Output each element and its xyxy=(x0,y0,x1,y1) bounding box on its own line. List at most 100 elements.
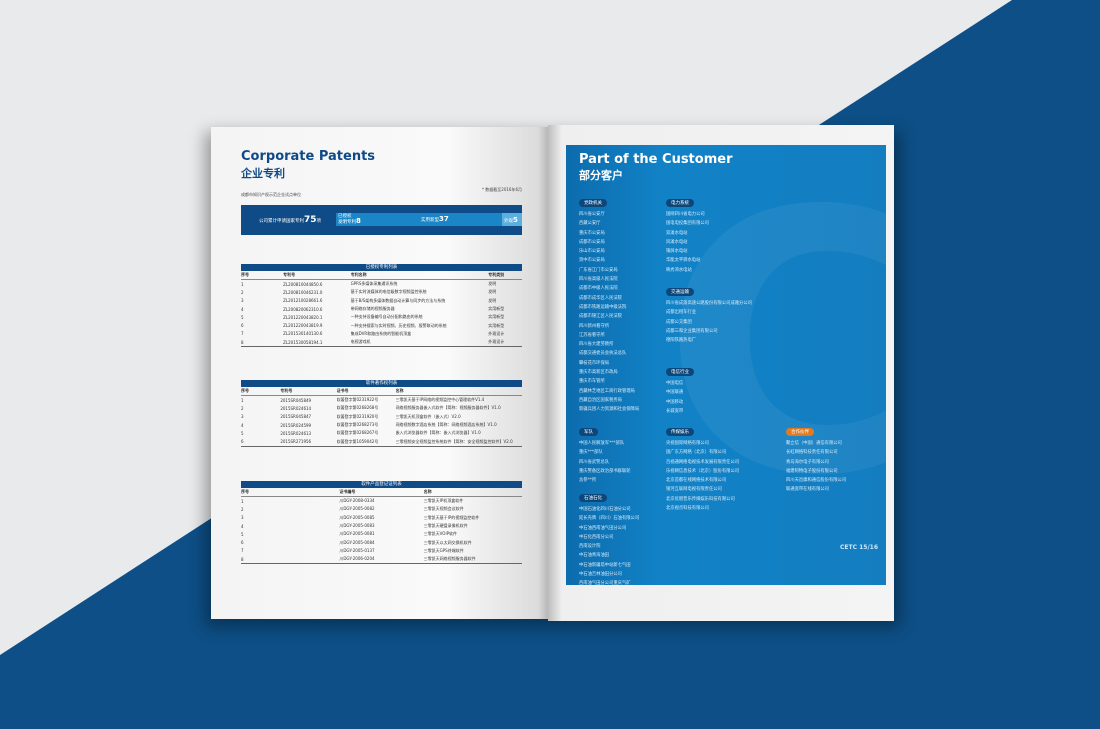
table-cell: 8 xyxy=(241,339,244,345)
column-header: 序号 xyxy=(241,272,249,277)
category-badge: 合作伙伴 xyxy=(786,428,814,436)
granted-bar: 已授权 发明专利8 实用新型37 xyxy=(336,213,522,226)
customer-item: 四川省成渝高速公路股份有限公司成雅分公司 xyxy=(666,301,752,306)
customer-item: 成都市中级人民法院 xyxy=(579,286,618,292)
table-cell: 3 xyxy=(241,414,244,420)
customer-item: 成都出租车行业 xyxy=(666,310,697,316)
table-cell: 8 xyxy=(241,556,244,562)
table-cell: 川DGY-2005-0084 xyxy=(339,539,375,545)
customer-item: 映秀湾水电站 xyxy=(666,267,692,273)
table-cell: 三零凯天机顶盒软件（嵌入式）V2.0 xyxy=(395,413,461,419)
customer-item: 重庆市高新区市政局 xyxy=(579,370,618,376)
customer-item: 北京首都在线网络技术有限公司 xyxy=(666,478,727,484)
customer-item: 广东省江门市公安局 xyxy=(579,267,618,273)
table-cell: GPRS多媒体采集通讯系统 xyxy=(350,281,398,287)
table-cell: 5 xyxy=(241,531,244,537)
table-cell: 5 xyxy=(241,430,244,436)
table-cell: 三零凯天以太网交换机软件 xyxy=(423,539,472,545)
table-cell: 2015SR024613 xyxy=(280,430,312,436)
table-cell: 电视游戏机 xyxy=(350,339,371,345)
customer-item: 中国人民解放军***部队 xyxy=(579,441,625,446)
category-badge: 传媒娱乐 xyxy=(666,428,694,436)
customer-item: 新疆兵团人力资源和社会保障局 xyxy=(579,407,640,413)
table-cell: 6 xyxy=(241,323,244,329)
subtitle: 成都市知识产权示范企业试点单位 xyxy=(241,192,301,197)
customer-item: 国网四川省电力公司 xyxy=(666,212,705,217)
utility-stat: 实用新型37 xyxy=(421,215,449,223)
table-cell: 三零凯天VOIP软件 xyxy=(423,531,458,537)
decorative-letter: C xyxy=(661,135,894,554)
table-cell: 川DGY-2005-0137 xyxy=(339,547,375,553)
customer-item: 资中市公安局 xyxy=(579,258,605,264)
table-row: 6 ZL201220043819.9 一种支持搜索与实时视频、历史视频、报警联动的系… xyxy=(241,321,522,329)
customer-item: 乐视网信息技术（北京）股份有限公司 xyxy=(666,468,740,474)
customer-item: 中国电信 xyxy=(666,381,684,386)
table-title: 软件产品登记证列表 xyxy=(241,481,522,488)
column-header: 序号 xyxy=(241,388,249,393)
table-row: 5 2015SR024613 软著登字第0268267号 嵌入式浏览器软件【简称：嵌入… xyxy=(241,429,522,437)
granted-label: 已授权 xyxy=(338,214,352,219)
customer-item: 西藏公安厅 xyxy=(579,221,601,227)
column-header: 专利类别 xyxy=(488,272,505,277)
customer-group: 合作伙伴 聚立信（中国）通信有限公司 长虹网络科技责任有限公司 青岛海尔电子有限公司福… xyxy=(786,418,886,496)
table-cell: 川DGY-2006-0204 xyxy=(339,556,375,562)
column-header: 专利号 xyxy=(280,388,293,393)
category-badge: 石油石化 xyxy=(579,494,607,502)
column-header: 专利号 xyxy=(283,272,296,277)
customer-item: 中国移动 xyxy=(666,399,684,405)
table-row: 5 川DGY-2005-0081 三零凯天VOIP软件 xyxy=(241,530,522,538)
customer-item: 西藏自治区国家税务局 xyxy=(579,397,622,403)
table-cell: 软著登字第0268273号 xyxy=(336,422,379,428)
table-cell: 三零凯天硬盘录像机软件 xyxy=(423,523,468,529)
table-cell: 实用新型 xyxy=(488,314,505,320)
table-cell: 2 xyxy=(241,289,244,295)
customer-group: 石油石化 中国石油化四川石油分公司 延长壳牌（四川）石油有限公司 中石油西南油气田分公… xyxy=(579,484,679,590)
column-header: 证书编号 xyxy=(339,489,356,494)
customer-item: 中石油吉林油田分公司 xyxy=(579,572,622,578)
table-cell: 6 xyxy=(241,439,244,445)
table-cell: 3 xyxy=(241,515,244,521)
design-stat: 外观5 xyxy=(502,213,522,226)
customer-item: 延长壳牌（四川）石油有限公司 xyxy=(579,516,640,522)
table-cell: 软著登字第0231922号 xyxy=(336,397,379,403)
table-cell: 3 xyxy=(241,298,244,304)
table-cell: 三零凯天GPS终端软件 xyxy=(423,547,464,553)
table-cell: 软著登字第1059042号 xyxy=(336,438,379,444)
table-cell: 2015SR045849 xyxy=(280,397,312,403)
table-cell: 2015SR271956 xyxy=(280,439,312,445)
customer-item: 联通宽带在线有限公司 xyxy=(786,487,829,493)
customer-item: 中石油西南油气田分公司 xyxy=(579,525,627,531)
customer-item: 长虹网络科技责任有限公司 xyxy=(786,450,838,456)
table-cell: 川DGY-2005-0081 xyxy=(339,531,375,537)
table-cell: 实用新型 xyxy=(488,306,505,312)
customer-item: 重庆警备区政治部书群联轮 xyxy=(579,468,631,474)
table-cell: 外观设计 xyxy=(488,339,505,345)
table-cell: 1 xyxy=(241,498,244,504)
patent-stats-bar: 公司累计申请国家专利75项 已授权 发明专利8 实用新型37 外观5 xyxy=(241,205,522,235)
customer-item: 银河互联网电视有限责任公司 xyxy=(666,487,722,493)
table-row: 7 川DGY-2005-0137 三零凯天GPS终端软件 xyxy=(241,547,522,555)
table-cell: ZL200810044850.6 xyxy=(283,281,323,287)
table-cell: 网络视频服务器嵌入式软件【简称：视频服务器软件】V1.0 xyxy=(395,405,501,411)
right-page: C Part of the Customer 部分客户 党政机关 四川省公安厅 西藏… xyxy=(548,125,894,621)
table-row: 1 ZL200810044850.6 GPRS多媒体采集通讯系统 发明 xyxy=(241,280,522,288)
customer-group: 交通运输 四川省成渝高速公路股份有限公司成雅分公司 成都出租车行业 成都公交集团 成都三… xyxy=(666,278,766,346)
customer-item: 风滩水电站 xyxy=(666,239,688,245)
table-cell: 7 xyxy=(241,331,244,337)
category-badge: 军队 xyxy=(579,428,598,436)
table-row: 2 2015SR024614 软著登字第0268268号 网络视频服务器嵌入式软件【简… xyxy=(241,404,522,412)
customer-item: 成都市成华区人民法院 xyxy=(579,295,622,301)
table-cell: ZL201530058194.1 xyxy=(283,339,323,345)
customer-group: 党政机关 四川省公安厅 西藏公安厅 重庆市公安局 成都市公安局 乐山市公安局 资中市公安局广… xyxy=(579,189,679,416)
customer-item: 锦屏水电站 xyxy=(666,249,688,255)
category-badge: 电力系统 xyxy=(666,199,694,207)
customer-item: 中石油新疆塔中站新七气田 xyxy=(579,562,631,568)
table-cell: 实用新型 xyxy=(488,322,505,328)
table-row: 6 2015SR271956 软著登字第1059042号 三零视频安全视频监控系统软件… xyxy=(241,437,522,445)
table-cell: 发明 xyxy=(488,289,497,295)
customer-item: 四川省高级人民法院 xyxy=(579,277,618,283)
customer-item: 西南设计院 xyxy=(579,544,601,550)
table-cell: 集成DVR和路由系统的智能机顶盒 xyxy=(350,330,412,336)
customer-item: 北京优朋普乐传媒娱乐科技有限公司 xyxy=(666,496,735,502)
table-cell: 软著登字第0268268号 xyxy=(336,405,379,411)
